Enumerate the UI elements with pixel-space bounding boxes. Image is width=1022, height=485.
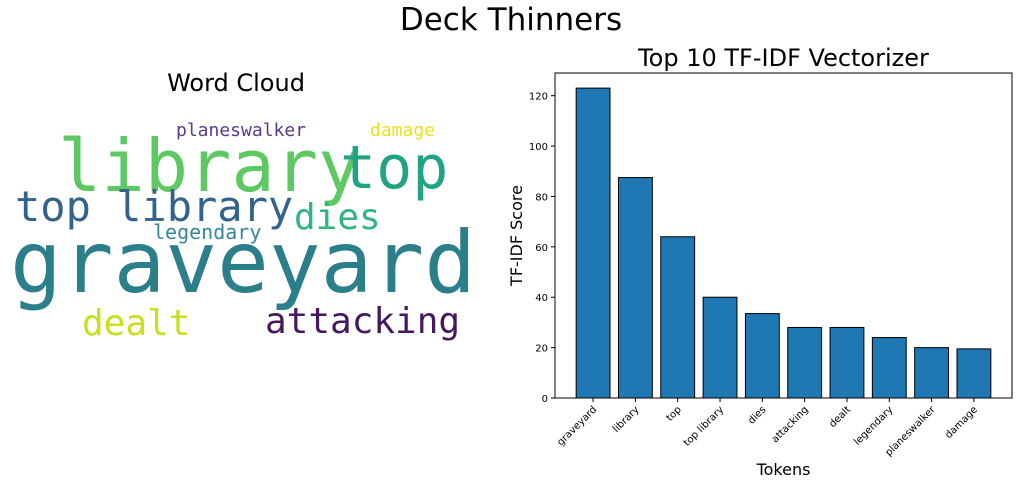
word-cloud: graveyard library top top library dies l… [0,110,480,410]
y-tick-label: 100 [529,142,548,153]
y-axis-label: TF-IDF Score [507,185,526,287]
bar [914,347,950,399]
bar [744,313,780,399]
y-tick-label: 80 [535,192,548,203]
y-tick-label: 120 [529,92,548,103]
word-damage: damage [370,120,436,141]
word-top: top [340,133,449,203]
bar [787,326,823,399]
x-tick-label: library [611,404,642,435]
x-tick-label: top library [682,404,726,448]
y-tick-label: 0 [542,394,548,405]
word-legendary: legendary [153,220,262,244]
y-tick-label: 60 [535,243,548,254]
bar [575,87,611,399]
word-dealt: dealt [82,303,191,344]
x-tick-label: attacking [770,404,811,445]
x-tick-label: damage [943,404,980,441]
y-tick-label: 20 [535,344,548,355]
word-graveyard: graveyard [10,213,476,313]
x-axis-label: Tokens [756,460,811,479]
wordcloud-title: Word Cloud [167,69,305,97]
bar [702,296,738,399]
plot-frame [554,72,1013,399]
word-planeswalker: planeswalker [176,120,307,141]
y-tick-label: 40 [535,293,548,304]
bar [956,348,992,399]
x-tick-label: legendary [852,404,895,447]
bar [660,236,696,399]
x-tick-label: graveyard [555,404,599,448]
figure-title: Deck Thinners [399,2,623,38]
x-tick-label: top [664,404,683,423]
bar [829,326,865,399]
word-dies: dies [294,197,381,238]
x-tick-label: dealt [827,404,853,430]
word-attacking: attacking [265,301,461,342]
word-library: library [58,124,362,208]
bar [871,337,907,399]
word-top-library: top library [15,182,294,231]
x-tick-label: dies [746,404,768,426]
chart-title: Top 10 TF-IDF Vectorizer [637,44,929,72]
bar [617,177,653,399]
